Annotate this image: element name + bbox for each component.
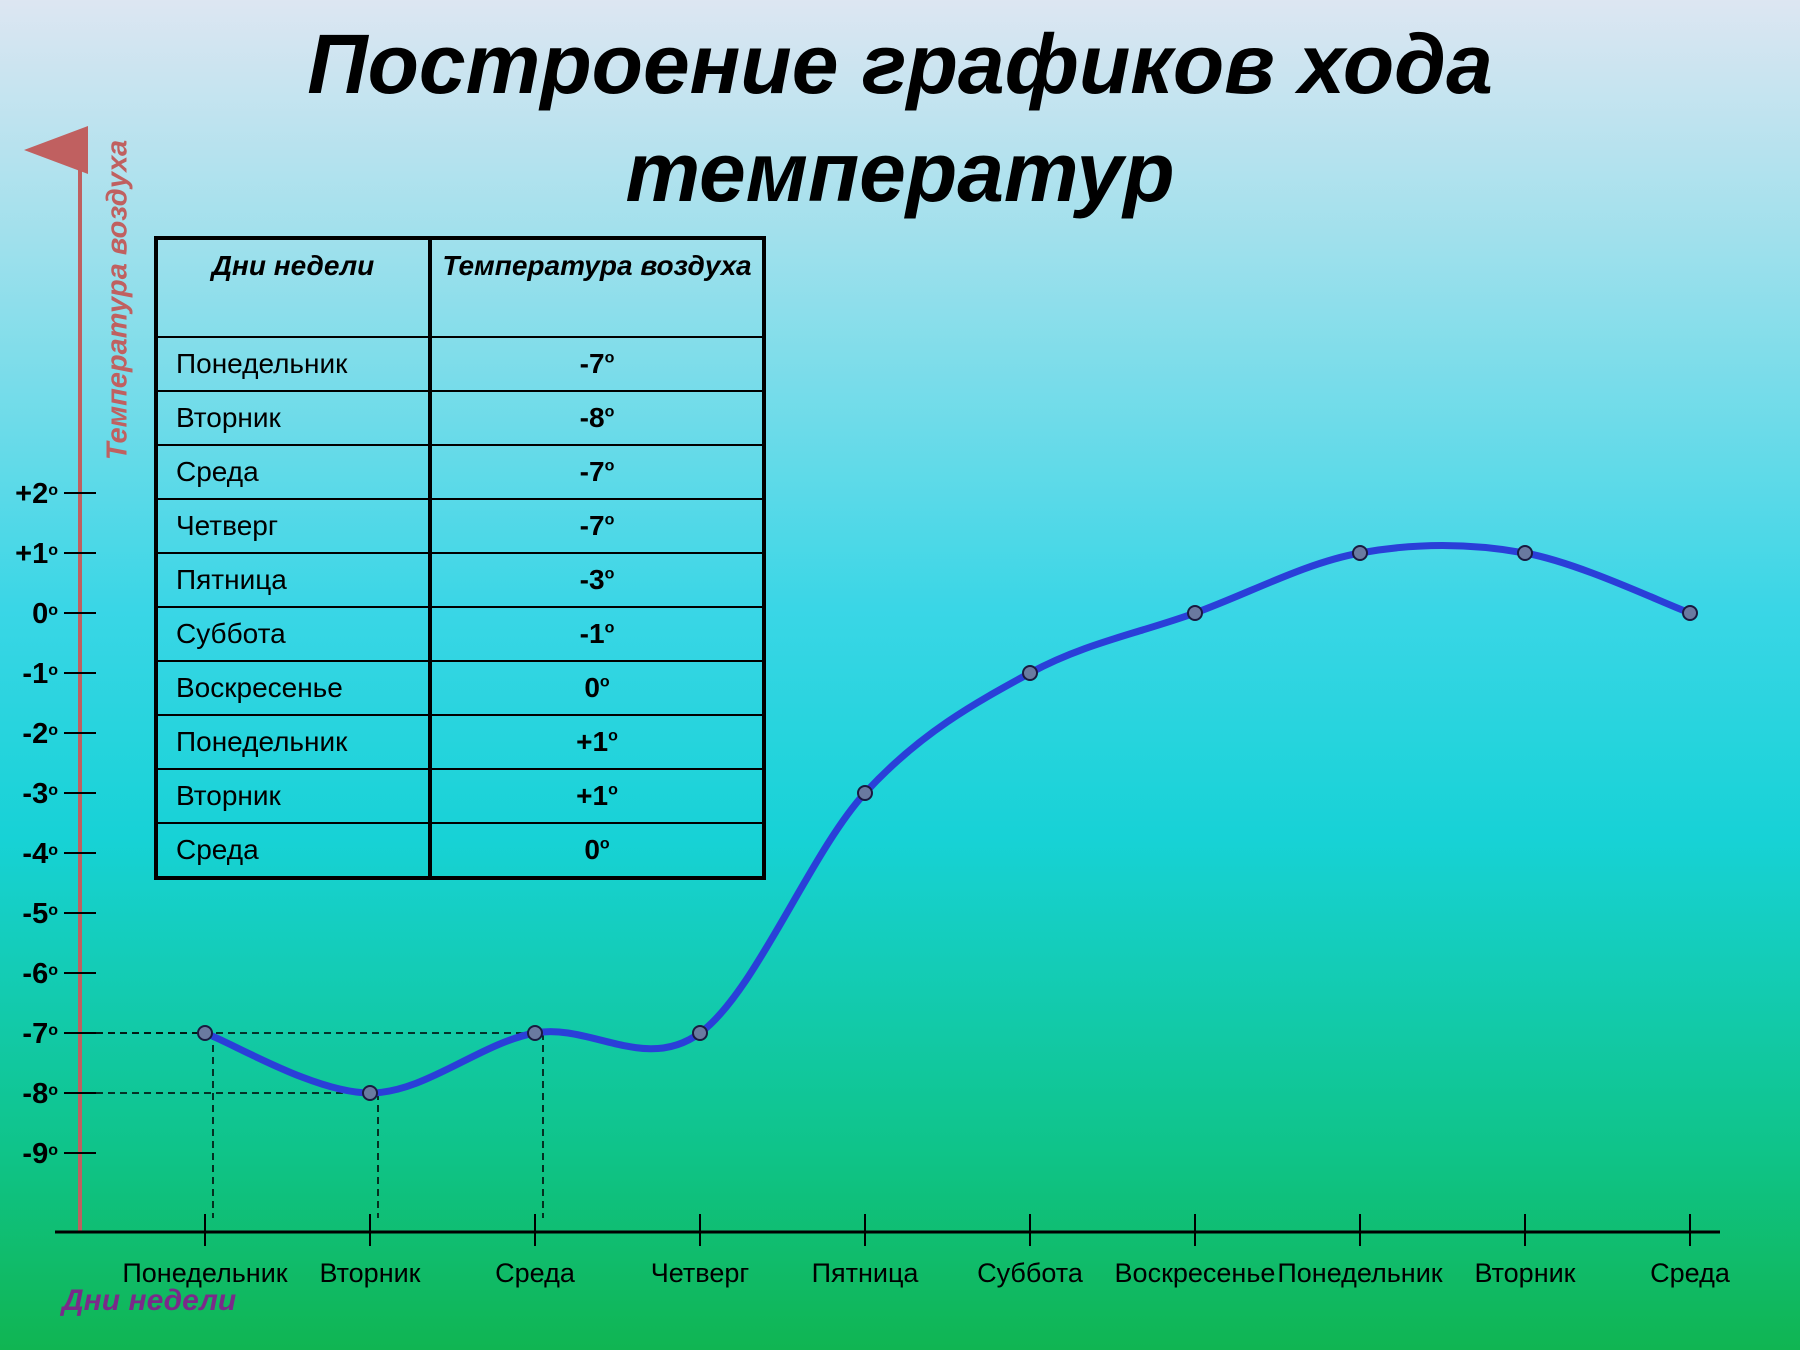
- y-tick-label: -1o: [22, 658, 58, 690]
- header-days: Дни недели: [155, 237, 431, 338]
- table-cell-temp: -1o: [428, 606, 765, 662]
- degree-mark: o: [608, 781, 618, 799]
- x-axis-title: Дни недели: [62, 1284, 237, 1317]
- x-tick-label: Среда: [1650, 1258, 1731, 1288]
- table-cell-temp: 0o: [428, 660, 765, 716]
- table-cell-temp: -7o: [428, 498, 765, 554]
- table-row: Воскресенье 0o: [155, 660, 765, 716]
- title-line-1: Построение графиков хода: [307, 17, 1493, 111]
- x-tick-label: Вторник: [319, 1258, 420, 1288]
- table-cell-day: Понедельник: [155, 714, 431, 770]
- y-tick-label: +1o: [15, 538, 58, 570]
- degree-mark: o: [604, 403, 615, 421]
- y-tick-label: -9o: [22, 1138, 58, 1170]
- temperature-table: Дни недели Температура воздуха Понедельн…: [154, 236, 766, 880]
- table-cell-day: Среда: [155, 822, 431, 879]
- table-cell-temp: -3o: [428, 552, 765, 608]
- data-point: [692, 1025, 708, 1041]
- table-row: Вторник -8o: [155, 390, 765, 446]
- table-cell-temp: -8o: [428, 390, 765, 446]
- table-cell-day: Среда: [155, 444, 431, 500]
- data-point: [362, 1085, 378, 1101]
- degree-mark: o: [599, 673, 610, 691]
- y-tick-label: -7o: [22, 1018, 58, 1050]
- y-tick-label: +2o: [15, 478, 58, 510]
- y-axis-title: Температура воздуха: [101, 139, 134, 461]
- table-cell-day: Понедельник: [155, 336, 431, 392]
- temp-value: -7: [579, 348, 605, 379]
- table-cell-temp: -7o: [428, 444, 765, 500]
- data-point: [197, 1025, 213, 1041]
- degree-mark: o: [604, 511, 615, 529]
- x-tick-label: Суббота: [977, 1258, 1084, 1288]
- temp-value: -1: [579, 618, 605, 649]
- table-cell-day: Суббота: [155, 606, 431, 662]
- table-cell-temp: 0o: [428, 822, 765, 879]
- degree-mark: o: [604, 565, 615, 583]
- table-cell-day: Вторник: [155, 768, 431, 824]
- data-point: [857, 785, 873, 801]
- table-cell-temp: +1o: [428, 768, 765, 824]
- table-row: Понедельник +1o: [155, 714, 765, 770]
- table-row: Четверг -7o: [155, 498, 765, 554]
- table-row: Понедельник -7o: [155, 336, 765, 392]
- page-title: Построение графиков хода температур: [300, 10, 1500, 226]
- degree-mark: o: [604, 349, 615, 367]
- y-tick-label: 0o: [32, 598, 58, 630]
- temp-value: 0: [584, 672, 600, 703]
- temp-value: +1: [576, 726, 609, 757]
- x-tick-label: Понедельник: [122, 1258, 287, 1288]
- table-row: Суббота -1o: [155, 606, 765, 662]
- x-tick-label: Воскресенье: [1115, 1258, 1276, 1288]
- header-temperature: Температура воздуха: [428, 237, 765, 338]
- x-tick-label: Четверг: [651, 1258, 750, 1288]
- table-row: Вторник +1o: [155, 768, 765, 824]
- table-row: Среда -7o: [155, 444, 765, 500]
- data-point: [1352, 545, 1368, 561]
- table-row: Пятница -3o: [155, 552, 765, 608]
- temp-value: +1: [576, 780, 609, 811]
- data-point: [1187, 605, 1203, 621]
- temp-value: 0: [584, 834, 600, 865]
- y-tick-label: -4o: [22, 838, 58, 870]
- table-row: Среда 0o: [155, 822, 765, 879]
- x-tick-label: Среда: [495, 1258, 576, 1288]
- temp-value: -7: [579, 456, 605, 487]
- degree-mark: o: [608, 727, 618, 745]
- table-cell-day: Вторник: [155, 390, 431, 446]
- table-cell-day: Воскресенье: [155, 660, 431, 716]
- y-tick-label: -2o: [22, 718, 58, 750]
- temp-value: -3: [579, 564, 605, 595]
- x-tick-label: Пятница: [812, 1258, 920, 1288]
- table-cell-day: Пятница: [155, 552, 431, 608]
- y-tick-label: -3o: [22, 778, 58, 810]
- temp-value: -8: [579, 402, 605, 433]
- degree-mark: o: [604, 457, 615, 475]
- x-tick-label: Понедельник: [1277, 1258, 1442, 1288]
- data-point: [527, 1025, 543, 1041]
- data-point: [1517, 545, 1533, 561]
- table-cell-temp: -7o: [428, 336, 765, 392]
- x-tick-label: Вторник: [1474, 1258, 1575, 1288]
- degree-mark: o: [604, 619, 615, 637]
- temp-value: -7: [579, 510, 605, 541]
- y-tick-label: -5o: [22, 898, 58, 930]
- table-header-row: Дни недели Температура воздуха: [155, 237, 765, 338]
- table-cell-temp: +1o: [428, 714, 765, 770]
- y-tick-label: -6o: [22, 958, 58, 990]
- degree-mark: o: [599, 835, 610, 853]
- data-point: [1682, 605, 1698, 621]
- data-point: [1022, 665, 1038, 681]
- title-line-2: температур: [625, 125, 1175, 219]
- table-cell-day: Четверг: [155, 498, 431, 554]
- temperature-line: [201, 542, 1694, 1097]
- y-tick-label: -8o: [22, 1078, 58, 1110]
